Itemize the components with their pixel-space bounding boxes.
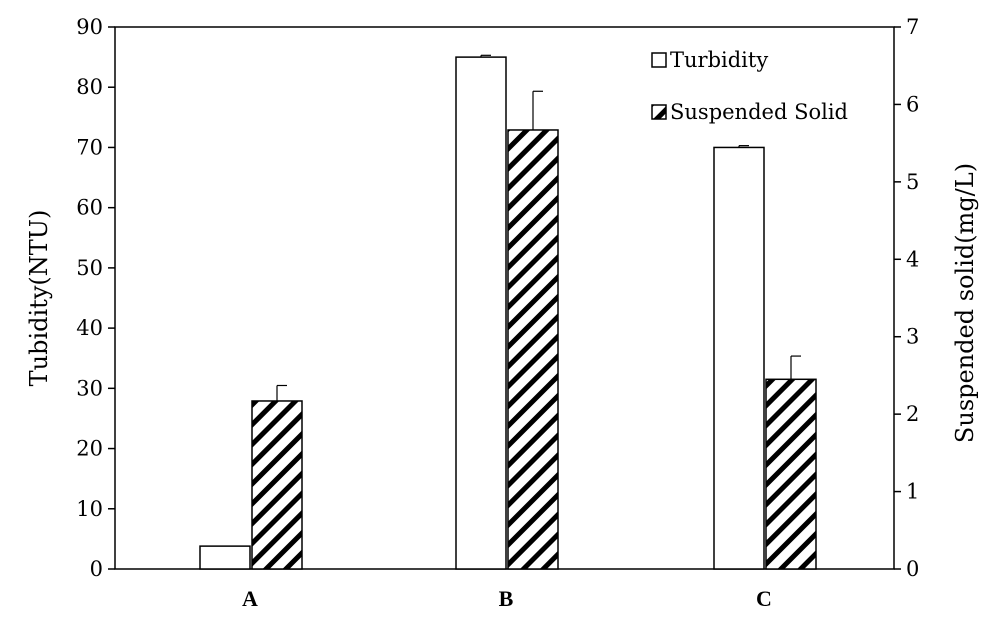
y-left-tick-label: 60 xyxy=(76,196,103,220)
legend-swatch-turbidity xyxy=(651,52,667,68)
y-axis-right: 0 1 2 3 4 5 6 7 xyxy=(894,15,919,581)
bar-turbidity-b xyxy=(455,56,507,570)
y-right-tick-label: 2 xyxy=(906,402,919,426)
bar-suspended-solid-c xyxy=(765,378,817,570)
y-left-tick-label: 70 xyxy=(76,135,103,159)
y-left-tick-label: 80 xyxy=(76,75,103,99)
y-right-tick-label: 4 xyxy=(906,247,919,271)
x-category-label: A xyxy=(242,586,258,611)
y-axis-left-title: Tubidity(NTU) xyxy=(25,210,53,387)
y-left-tick-label: 20 xyxy=(76,437,103,461)
y-right-tick-label: 3 xyxy=(906,325,919,349)
y-right-tick-label: 6 xyxy=(906,92,919,116)
y-right-tick-label: 7 xyxy=(906,15,919,39)
legend: Turbidity Suspended Solid xyxy=(651,48,848,124)
y-left-tick-label: 50 xyxy=(76,256,103,280)
bar-turbidity-a xyxy=(199,545,251,570)
y-left-tick-label: 90 xyxy=(76,15,103,39)
bar-suspended-solid-a xyxy=(251,400,303,570)
y-axis-right-title: Suspended solid(mg/L) xyxy=(951,163,979,443)
y-left-tick-label: 0 xyxy=(90,557,103,581)
x-category-label: B xyxy=(499,586,514,611)
bar-turbidity-c xyxy=(713,146,765,570)
y-left-tick-label: 30 xyxy=(76,376,103,400)
y-right-tick-label: 0 xyxy=(906,557,919,581)
y-axis-left: 0 10 20 30 40 50 60 70 80 90 xyxy=(76,15,115,581)
y-right-tick-label: 1 xyxy=(906,480,919,504)
legend-swatch-suspended-solid xyxy=(651,104,667,120)
y-left-tick-label: 10 xyxy=(76,497,103,521)
y-left-tick-label: 40 xyxy=(76,316,103,340)
x-axis-categories: A B C xyxy=(242,586,772,611)
y-right-tick-label: 5 xyxy=(906,170,919,194)
bar-suspended-solid-b xyxy=(507,129,559,570)
x-category-label: C xyxy=(756,586,772,611)
bar-series xyxy=(199,54,817,570)
legend-label-turbidity: Turbidity xyxy=(670,48,768,72)
legend-label-suspended-solid: Suspended Solid xyxy=(670,100,848,124)
